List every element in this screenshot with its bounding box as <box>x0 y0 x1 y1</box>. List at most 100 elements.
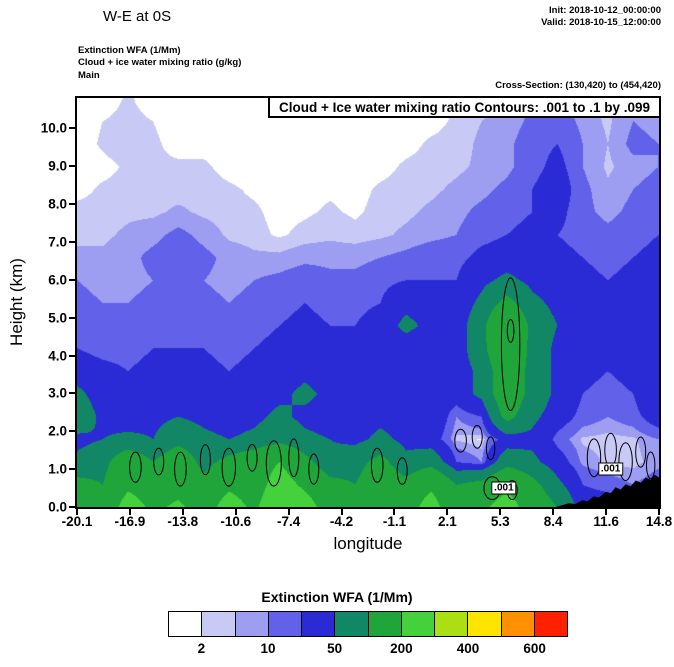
y-tick-label: 7.0 <box>48 234 67 250</box>
colorbar-cell <box>267 611 302 637</box>
y-tick-mark <box>69 468 75 471</box>
cloud-mixing-ratio-contour <box>174 451 187 487</box>
y-tick-label: 3.0 <box>48 385 67 401</box>
y-tick-label: 4.0 <box>48 348 67 364</box>
cloud-mixing-ratio-contour <box>246 444 258 472</box>
colorbar-tick-label: 50 <box>327 641 343 656</box>
contour-value-label: .001 <box>491 481 517 495</box>
y-tick-mark <box>69 278 75 281</box>
page-title: W-E at 0S <box>103 8 172 25</box>
y-tick-label: 5.0 <box>48 310 67 326</box>
y-tick-mark <box>69 354 75 357</box>
x-tick-label: -7.4 <box>276 514 301 529</box>
y-tick-label: 6.0 <box>48 272 67 288</box>
y-tick-mark <box>69 240 75 243</box>
x-tick-mark <box>76 509 78 515</box>
cloud-mixing-ratio-contour <box>153 447 165 476</box>
cloud-mixing-ratio-contour <box>199 444 211 476</box>
cloud-mixing-ratio-contour <box>646 451 656 480</box>
contour-value-label: .001 <box>597 462 624 476</box>
colorbar-cell <box>367 611 402 637</box>
x-tick-mark <box>552 509 555 515</box>
colorbar-cell <box>467 611 502 637</box>
y-tick-label: 9.0 <box>48 158 67 174</box>
x-tick-label: -13.8 <box>167 514 199 529</box>
x-tick-mark <box>234 509 237 515</box>
colorbar-tick-label: 600 <box>523 641 546 656</box>
y-tick-mark <box>69 506 75 508</box>
colorbar-cell <box>168 611 203 637</box>
cross-section-plot: Cloud + Ice water mixing ratio Contours:… <box>75 96 661 509</box>
terrain-silhouette <box>555 474 659 507</box>
x-tick-label: 2.1 <box>437 514 457 529</box>
y-tick-mark <box>69 165 75 168</box>
cloud-mixing-ratio-contour <box>586 438 602 478</box>
cloud-mixing-ratio-contour <box>308 453 320 485</box>
x-tick-label: 5.3 <box>490 514 510 529</box>
y-tick-label: 8.0 <box>48 196 67 212</box>
y-tick-mark <box>69 127 75 130</box>
x-tick-mark <box>499 509 502 515</box>
x-tick-label: 8.4 <box>543 514 563 529</box>
init-valid-timestamps: Init: 2018-10-12_00:00:00 Valid: 2018-10… <box>541 5 661 28</box>
cloud-mixing-ratio-contour <box>265 440 282 487</box>
colorbar-cell <box>500 611 535 637</box>
colorbar-cell <box>234 611 269 637</box>
colorbar-cell <box>201 611 236 637</box>
cloud-mixing-ratio-contour <box>221 447 237 487</box>
x-tick-label: -16.9 <box>114 514 146 529</box>
colorbar-title: Extinction WFA (1/Mm) <box>261 589 413 605</box>
x-tick-mark <box>181 509 184 515</box>
colorbar-cell <box>434 611 469 637</box>
x-tick-label: 14.8 <box>645 514 673 529</box>
x-tick-mark <box>128 509 131 515</box>
colorbar-tick-label: 200 <box>390 641 413 656</box>
cloud-mixing-ratio-contour <box>635 436 647 468</box>
y-tick-mark <box>69 203 75 206</box>
y-tick-label: 10.0 <box>40 120 67 136</box>
x-tick-mark <box>446 509 449 515</box>
cloud-mixing-ratio-contour <box>396 457 408 485</box>
y-tick-mark <box>69 430 75 433</box>
cloud-mixing-ratio-contour <box>618 442 633 482</box>
colorbar-tick-label: 400 <box>456 641 480 656</box>
extinction-field-canvas <box>77 98 659 507</box>
x-tick-mark <box>393 509 396 515</box>
x-tick-mark <box>605 509 608 515</box>
colorbar-cell <box>533 611 568 637</box>
x-tick-label: -20.1 <box>61 514 93 529</box>
x-tick-label: -10.6 <box>220 514 252 529</box>
colorbar-cell <box>334 611 369 637</box>
cloud-mixing-ratio-contour <box>370 447 384 483</box>
x-tick-label: -4.2 <box>329 514 354 529</box>
cloud-mixing-ratio-contour <box>485 436 496 461</box>
cloud-mixing-ratio-contour <box>506 319 515 343</box>
colorbar-cell <box>301 611 336 637</box>
colorbar-cell <box>400 611 435 637</box>
x-tick-mark <box>287 509 290 515</box>
y-tick-mark <box>69 392 75 395</box>
cloud-mixing-ratio-contour <box>471 425 483 449</box>
colorbar <box>168 611 568 637</box>
x-tick-label: 11.6 <box>593 514 619 529</box>
x-tick-mark <box>340 509 343 515</box>
x-tick-label: -1.1 <box>382 514 407 529</box>
cloud-mixing-ratio-contour <box>500 277 521 411</box>
colorbar-tick-label: 2 <box>197 641 206 656</box>
cloud-mixing-ratio-contour <box>454 428 467 453</box>
cloud-mixing-ratio-contour <box>129 451 142 483</box>
y-tick-label: 1.0 <box>48 461 67 477</box>
y-axis-title: Height (km) <box>7 258 26 346</box>
x-tick-mark <box>658 509 660 515</box>
y-tick-label: 2.0 <box>48 423 67 439</box>
field-description-lines: Extinction WFA (1/Mm) Cloud + ice water … <box>78 45 242 81</box>
x-axis-title: longitude <box>333 534 403 553</box>
y-tick-label: 0.0 <box>48 499 67 515</box>
y-tick-mark <box>69 316 75 319</box>
cross-section-coords: Cross-Section: (130,420) to (454,420) <box>495 80 661 91</box>
contour-terrain-overlay <box>129 277 659 507</box>
colorbar-tick-label: 10 <box>260 641 276 656</box>
cloud-mixing-ratio-contour <box>288 438 300 478</box>
contour-interval-title: Cloud + Ice water mixing ratio Contours:… <box>268 96 661 118</box>
